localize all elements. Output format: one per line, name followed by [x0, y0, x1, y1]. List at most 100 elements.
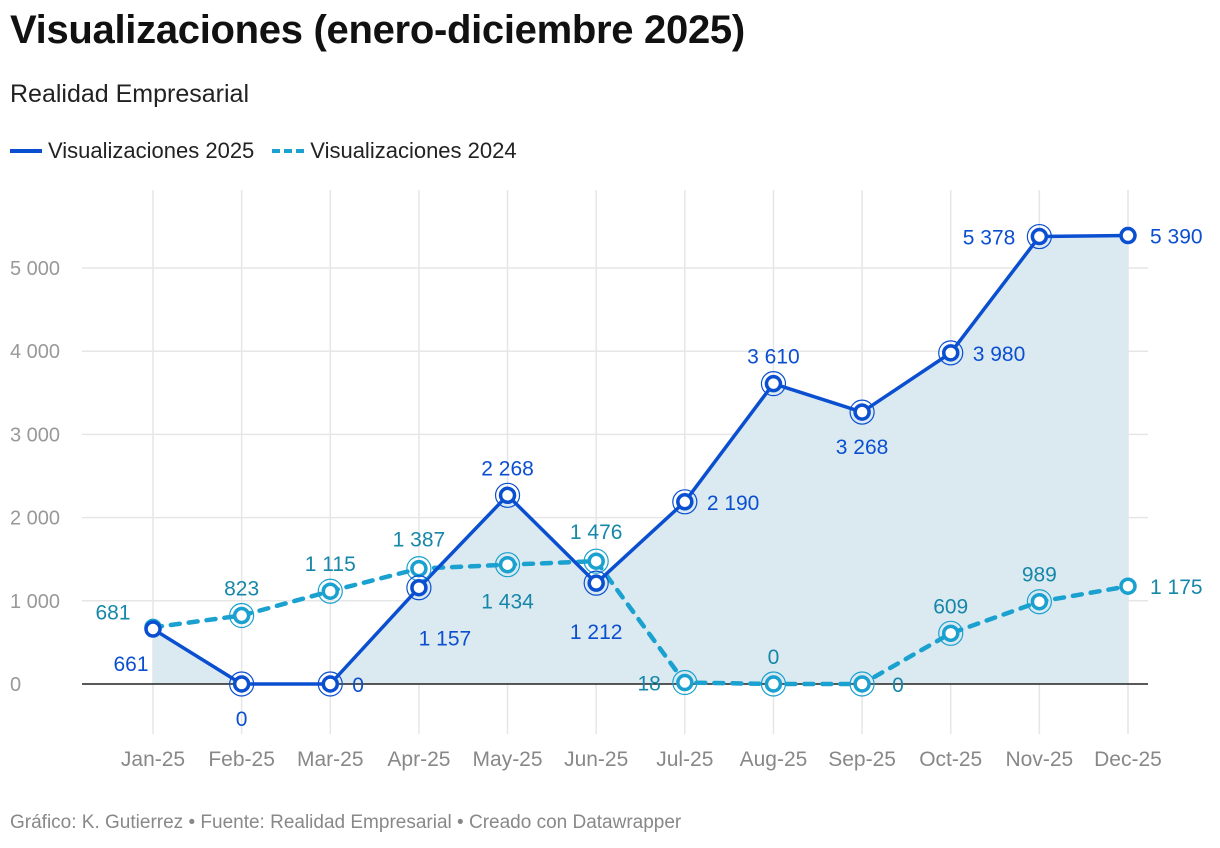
point-2025: [1119, 226, 1137, 245]
data-label-2025: 2 190: [707, 492, 760, 515]
data-label-2025: 3 268: [836, 436, 889, 459]
series-line-2025: [152, 233, 1129, 686]
point-2024: [676, 673, 694, 692]
footer-tool: Creado con Datawrapper: [468, 812, 682, 833]
point-2025-halo: [849, 399, 875, 425]
point-2024-halo: [583, 548, 609, 574]
point-2024-halo: [1026, 589, 1052, 615]
point-2024: [1030, 592, 1049, 611]
point-2024: [498, 555, 517, 574]
point-2025-halo: [494, 482, 521, 508]
point-2025-halo: [1026, 223, 1052, 250]
point-2025-halo: [760, 371, 787, 397]
point-2024: [587, 552, 605, 570]
area-2025: [153, 235, 1128, 684]
point-2025: [1030, 227, 1049, 246]
x-tick-label: Nov-25: [1006, 748, 1074, 771]
point-2025: [232, 675, 251, 693]
point-2024-halo: [229, 602, 255, 629]
point-2025-halo: [406, 575, 432, 601]
x-tick-label: Dec-25: [1094, 748, 1162, 771]
data-label-2025: 0: [352, 674, 364, 697]
y-tick-label: 4 000: [10, 341, 60, 363]
data-label-2024: 1 115: [305, 553, 356, 576]
data-label-2024: 0: [892, 674, 904, 697]
point-2024-halo: [317, 578, 343, 604]
footer-separator-2: •: [457, 812, 464, 833]
point-2025-halo: [317, 671, 343, 697]
point-2025: [410, 578, 428, 597]
x-tick-label: Oct-25: [919, 748, 982, 771]
point-2024: [232, 606, 251, 625]
point-2025: [498, 486, 517, 505]
data-label-2024: 0: [768, 646, 780, 669]
point-2024-halo: [672, 669, 698, 696]
data-label-2025: 1 157: [419, 628, 472, 651]
legend-label-2024: Visualizaciones 2024: [310, 138, 517, 163]
point-2025-halo: [229, 671, 255, 697]
data-label-2024: 1 387: [393, 529, 446, 552]
chart-subtitle: Realidad Empresarial: [10, 80, 250, 108]
point-2025: [853, 403, 871, 421]
point-2025: [144, 620, 162, 638]
legend: Visualizaciones 2025 Visualizaciones 202…: [10, 136, 535, 166]
legend-item-2024: Visualizaciones 2024: [272, 138, 517, 164]
legend-dashed-line-icon: [272, 149, 305, 153]
data-label-2025: 1 212: [570, 621, 623, 644]
x-tick-label: Jun-25: [564, 748, 628, 771]
data-label-2024: 1 434: [481, 591, 534, 614]
point-2024: [941, 624, 960, 643]
x-tick-label: Jul-25: [656, 748, 713, 771]
point-2024-halo: [938, 620, 964, 646]
data-label-2025: 0: [236, 708, 248, 731]
x-tick-label: Apr-25: [387, 748, 450, 771]
data-label-2025: 3 980: [973, 343, 1026, 366]
y-tick-label: 3 000: [10, 424, 60, 446]
x-tick-label: May-25: [473, 748, 543, 771]
point-2025-halo: [672, 489, 698, 515]
footer-separator-1: •: [188, 812, 196, 833]
data-label-2024: 823: [224, 578, 259, 601]
chart-title: Visualizaciones (enero-diciembre 2025): [10, 8, 745, 52]
y-tick-label: 1 000: [10, 591, 60, 613]
point-2024: [853, 675, 871, 693]
line-chart: 0 1 000 2 000 3 000 4 000 5 000 Jan-25 Feb-25 Ma…: [10, 190, 1203, 771]
data-label-2025: 661: [113, 653, 148, 676]
data-label-2024: 1 175: [1150, 576, 1203, 599]
legend-item-2025: Visualizaciones 2025: [10, 138, 254, 164]
point-2025-halo: [938, 340, 964, 366]
x-tick-label: Aug-25: [740, 748, 808, 771]
x-tick-label: Feb-25: [208, 748, 275, 771]
point-2024: [410, 559, 428, 578]
point-2025: [321, 675, 340, 693]
point-2025-halo: [583, 570, 609, 596]
footer-credit: Gráfico: K. Gutierrez: [10, 812, 184, 833]
point-2024: [764, 675, 783, 693]
point-2025: [941, 344, 960, 362]
data-label-2024: 681: [95, 601, 130, 624]
x-tick-label: Mar-25: [297, 748, 364, 771]
y-tick-label: 5 000: [10, 258, 60, 280]
legend-label-2025: Visualizaciones 2025: [48, 138, 255, 163]
data-label-2024: 609: [933, 595, 968, 618]
footer: Gráfico: K. Gutierrez • Fuente: Realidad…: [10, 812, 681, 834]
point-2024-halo: [760, 671, 787, 697]
x-tick-label: Sep-25: [828, 748, 896, 771]
point-2024: [1119, 577, 1137, 595]
data-label-2025: 5 378: [963, 227, 1016, 250]
point-2024-halo: [849, 671, 875, 697]
footer-source: Fuente: Realidad Empresarial: [200, 812, 452, 833]
y-tick-label: 2 000: [10, 508, 60, 530]
data-label-2025: 2 268: [481, 457, 534, 480]
data-label-2024: 1 476: [570, 521, 623, 544]
series-line-2024: [150, 558, 1131, 687]
point-2025: [764, 374, 783, 393]
x-tick-label: Jan-25: [121, 748, 185, 771]
point-2025: [676, 493, 694, 511]
data-label-2024: 18: [637, 673, 660, 696]
data-label-2024: 989: [1022, 564, 1057, 587]
data-label-2025: 5 390: [1150, 226, 1203, 249]
point-2024: [321, 582, 340, 600]
point-2025: [587, 574, 605, 592]
point-2024-halo: [494, 552, 521, 578]
